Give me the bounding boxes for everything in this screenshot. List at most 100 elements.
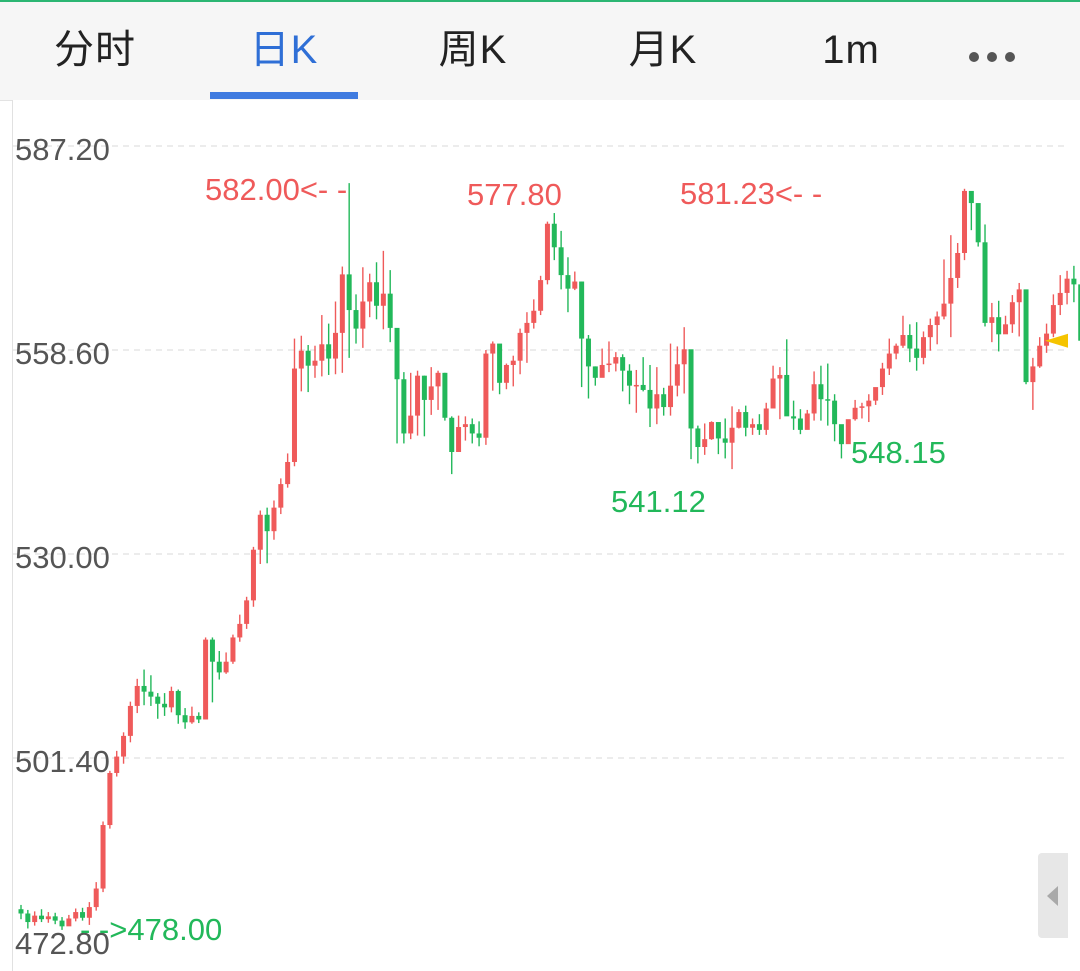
candle-body xyxy=(483,353,489,438)
candle-body xyxy=(250,549,256,601)
candle-body xyxy=(52,916,58,921)
candle-body xyxy=(100,825,106,889)
candle-body xyxy=(503,364,509,383)
candle-body xyxy=(626,370,632,386)
candle-body xyxy=(934,316,940,326)
candle-body xyxy=(1030,366,1036,383)
candle-body xyxy=(155,696,161,704)
candle-body xyxy=(353,310,359,329)
candle-body xyxy=(920,337,926,358)
candle-body xyxy=(565,275,571,289)
candle-body xyxy=(216,661,222,673)
candle-body xyxy=(859,406,865,408)
tab-intraday[interactable]: 分时 xyxy=(54,28,136,72)
candle-body xyxy=(702,439,708,448)
candle-body xyxy=(1016,289,1022,303)
candle-body xyxy=(531,310,537,323)
low-price-annotation: 541.12 xyxy=(611,484,706,519)
low-price-annotation: 548.15 xyxy=(851,435,946,470)
candle-body xyxy=(1037,345,1043,367)
candle-body xyxy=(346,274,352,311)
candle-body xyxy=(148,691,154,697)
candle-body xyxy=(873,387,879,401)
candle-body xyxy=(579,281,585,339)
candle-body xyxy=(900,335,906,346)
tab-1-minute[interactable]: 1m xyxy=(822,28,880,72)
candle-body xyxy=(750,424,756,428)
candle-body xyxy=(852,407,858,420)
high-price-annotation: 577.80 xyxy=(467,177,562,212)
candle-body xyxy=(107,772,113,826)
candle-body xyxy=(1023,289,1029,383)
candle-body xyxy=(722,438,728,443)
candle-body xyxy=(387,293,393,328)
tab-monthly-k[interactable]: 月K xyxy=(628,28,698,72)
candle-body xyxy=(223,661,229,673)
candle-body xyxy=(538,280,544,311)
candle-body xyxy=(907,335,913,349)
candle-body xyxy=(1009,302,1015,325)
candle-body xyxy=(360,301,366,329)
candle-body xyxy=(271,507,277,532)
candle-body xyxy=(476,433,482,438)
candle-body xyxy=(442,372,448,418)
high-price-annotation: 582.00<- - xyxy=(205,172,347,207)
candle-body xyxy=(791,416,797,419)
candle-body xyxy=(59,920,65,927)
candle-body xyxy=(763,408,769,430)
candle-body xyxy=(893,345,899,354)
candle-body xyxy=(86,907,92,918)
candle-body xyxy=(962,190,968,253)
candle-body xyxy=(510,360,516,365)
candle-body xyxy=(380,293,386,306)
candle-body xyxy=(811,384,817,414)
candle-body xyxy=(517,332,523,361)
candle-body xyxy=(866,400,872,407)
candle-body xyxy=(804,413,810,430)
candle-body xyxy=(162,703,168,708)
candle-body xyxy=(709,422,715,440)
candle-body xyxy=(230,637,236,662)
candle-body xyxy=(968,190,974,204)
candle-body xyxy=(189,715,195,723)
candle-body xyxy=(558,247,564,276)
low-price-annotation: - ->478.00 xyxy=(80,912,222,947)
more-horizontal-icon[interactable] xyxy=(958,2,1028,100)
collapse-panel-handle[interactable] xyxy=(1038,853,1068,938)
candle-body xyxy=(681,349,687,365)
candle-body xyxy=(797,418,803,430)
candle-body xyxy=(647,389,653,409)
candle-body xyxy=(955,252,961,278)
candle-body xyxy=(32,915,38,923)
candle-body xyxy=(674,364,680,386)
candle-body xyxy=(80,912,86,918)
candle-body xyxy=(298,350,304,369)
candle-body xyxy=(770,378,776,409)
candle-body xyxy=(982,242,988,323)
tab-weekly-k[interactable]: 周K xyxy=(438,28,508,72)
candle-body xyxy=(182,715,188,723)
candle-body xyxy=(1050,305,1056,334)
candle-body xyxy=(1057,292,1063,306)
candle-body xyxy=(654,394,660,409)
candle-body xyxy=(175,690,181,716)
tab-daily-k[interactable]: 日K xyxy=(249,28,319,72)
period-tab-bar: 分时 日K 周K 月K 1m xyxy=(0,2,1080,101)
candle-body xyxy=(421,375,427,400)
active-tab-indicator xyxy=(210,92,358,99)
candle-body xyxy=(66,918,72,927)
candle-body xyxy=(668,385,674,408)
candle-body xyxy=(367,282,373,302)
candle-body xyxy=(695,428,701,448)
candle-body xyxy=(1044,333,1050,346)
candle-body xyxy=(1003,324,1009,335)
candle-body xyxy=(736,412,742,428)
candle-body xyxy=(319,344,325,361)
candle-body xyxy=(1064,278,1070,293)
candle-body xyxy=(633,384,639,387)
candle-body xyxy=(374,282,380,306)
y-axis-tick-label: 501.40 xyxy=(15,744,110,779)
candle-body xyxy=(127,705,133,736)
candle-body xyxy=(784,374,790,417)
